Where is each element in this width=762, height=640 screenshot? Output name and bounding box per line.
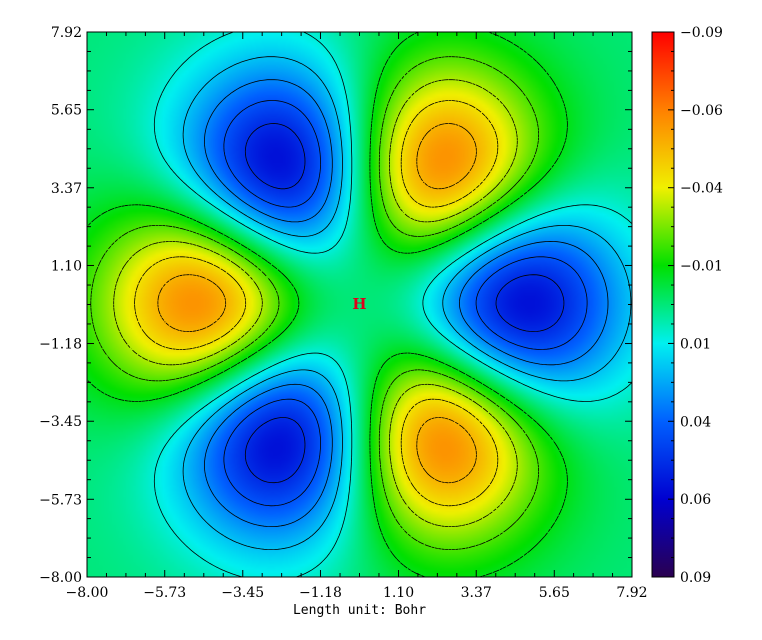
heatmap-field: [87, 32, 632, 577]
contour-solid: [204, 79, 609, 527]
x-axis-title: Length unit: Bohr: [293, 603, 426, 618]
y-tick-label: 5.65: [51, 103, 82, 119]
y-tick-label: 7.92: [51, 25, 82, 41]
x-tick-label: −1.18: [299, 585, 342, 601]
colorbar: [651, 31, 675, 578]
y-tick-label: 1.10: [51, 258, 82, 274]
x-tick-label: 7.92: [616, 585, 647, 601]
colorbar-tick-label: −0.06: [680, 103, 723, 119]
colorbar-tick-label: 0.04: [680, 414, 711, 430]
colorbar-tick-label: 0.09: [680, 570, 711, 586]
contour-dashed: [157, 123, 477, 484]
x-tick-label: 3.37: [461, 585, 492, 601]
contour-solid: [182, 56, 632, 550]
atom-label-h: H: [352, 295, 366, 313]
contour-solid: [244, 123, 565, 484]
x-tick-label: −5.73: [143, 585, 186, 601]
contour-dashed: [113, 79, 518, 527]
colorbar-tick-label: −0.04: [680, 181, 723, 197]
x-tick-label: 5.65: [539, 585, 570, 601]
colorbar-tick-label: −0.09: [680, 25, 723, 41]
y-tick-label: −3.45: [39, 414, 82, 430]
contour-dashed: [87, 32, 568, 577]
x-tick-label: 1.10: [383, 585, 414, 601]
contour-lines: [87, 32, 632, 577]
y-tick-label: 3.37: [51, 181, 82, 197]
x-tick-label: −3.45: [221, 585, 264, 601]
colorbar-tick-label: 0.01: [680, 336, 711, 352]
y-tick-label: −1.18: [39, 337, 82, 353]
colorbar-axis: −0.09 −0.06 −0.04 −0.01 0.01 0.04 0.06 0.09: [668, 25, 723, 586]
y-tick-label: −8.00: [39, 570, 82, 586]
contour-dashed: [134, 100, 499, 507]
colorbar-tick-label: −0.01: [680, 259, 723, 275]
contour-solid: [223, 100, 588, 507]
x-tick-label: −8.00: [66, 585, 109, 601]
x-axis: −8.00 −5.73 −3.45 −1.18 1.10 3.37 5.65 7.92: [66, 32, 648, 601]
colorbar-tick-label: 0.06: [680, 492, 711, 508]
contour-dashed: [90, 56, 539, 550]
y-tick-label: −5.73: [39, 492, 82, 508]
y-axis: −8.00 −5.73 −3.45 −1.18 1.10 3.37 5.65 7.92: [39, 25, 632, 586]
contour-solid: [153, 32, 632, 577]
